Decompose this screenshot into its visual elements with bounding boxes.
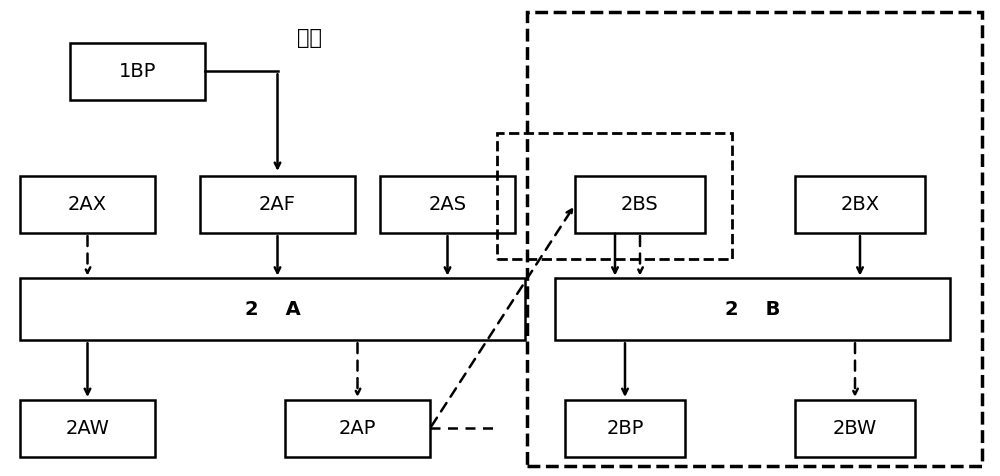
FancyBboxPatch shape xyxy=(575,176,705,233)
Text: 2AW: 2AW xyxy=(66,419,109,438)
Text: 2BP: 2BP xyxy=(606,419,644,438)
FancyBboxPatch shape xyxy=(380,176,515,233)
FancyBboxPatch shape xyxy=(200,176,355,233)
Text: 2BX: 2BX xyxy=(840,195,880,214)
FancyBboxPatch shape xyxy=(20,176,155,233)
FancyBboxPatch shape xyxy=(70,43,205,100)
Text: 2    B: 2 B xyxy=(725,300,780,319)
Text: 2AF: 2AF xyxy=(259,195,296,214)
FancyBboxPatch shape xyxy=(285,400,430,457)
FancyBboxPatch shape xyxy=(20,278,525,340)
Text: 2    A: 2 A xyxy=(245,300,300,319)
Text: 2AX: 2AX xyxy=(68,195,107,214)
Text: 2AP: 2AP xyxy=(339,419,376,438)
Text: 2BW: 2BW xyxy=(833,419,877,438)
Text: 调料: 调料 xyxy=(298,28,322,48)
FancyBboxPatch shape xyxy=(565,400,685,457)
FancyBboxPatch shape xyxy=(795,176,925,233)
Text: 1BP: 1BP xyxy=(119,62,156,81)
FancyBboxPatch shape xyxy=(795,400,915,457)
FancyBboxPatch shape xyxy=(555,278,950,340)
Text: 2AS: 2AS xyxy=(428,195,467,214)
FancyBboxPatch shape xyxy=(20,400,155,457)
Text: 2BS: 2BS xyxy=(621,195,659,214)
